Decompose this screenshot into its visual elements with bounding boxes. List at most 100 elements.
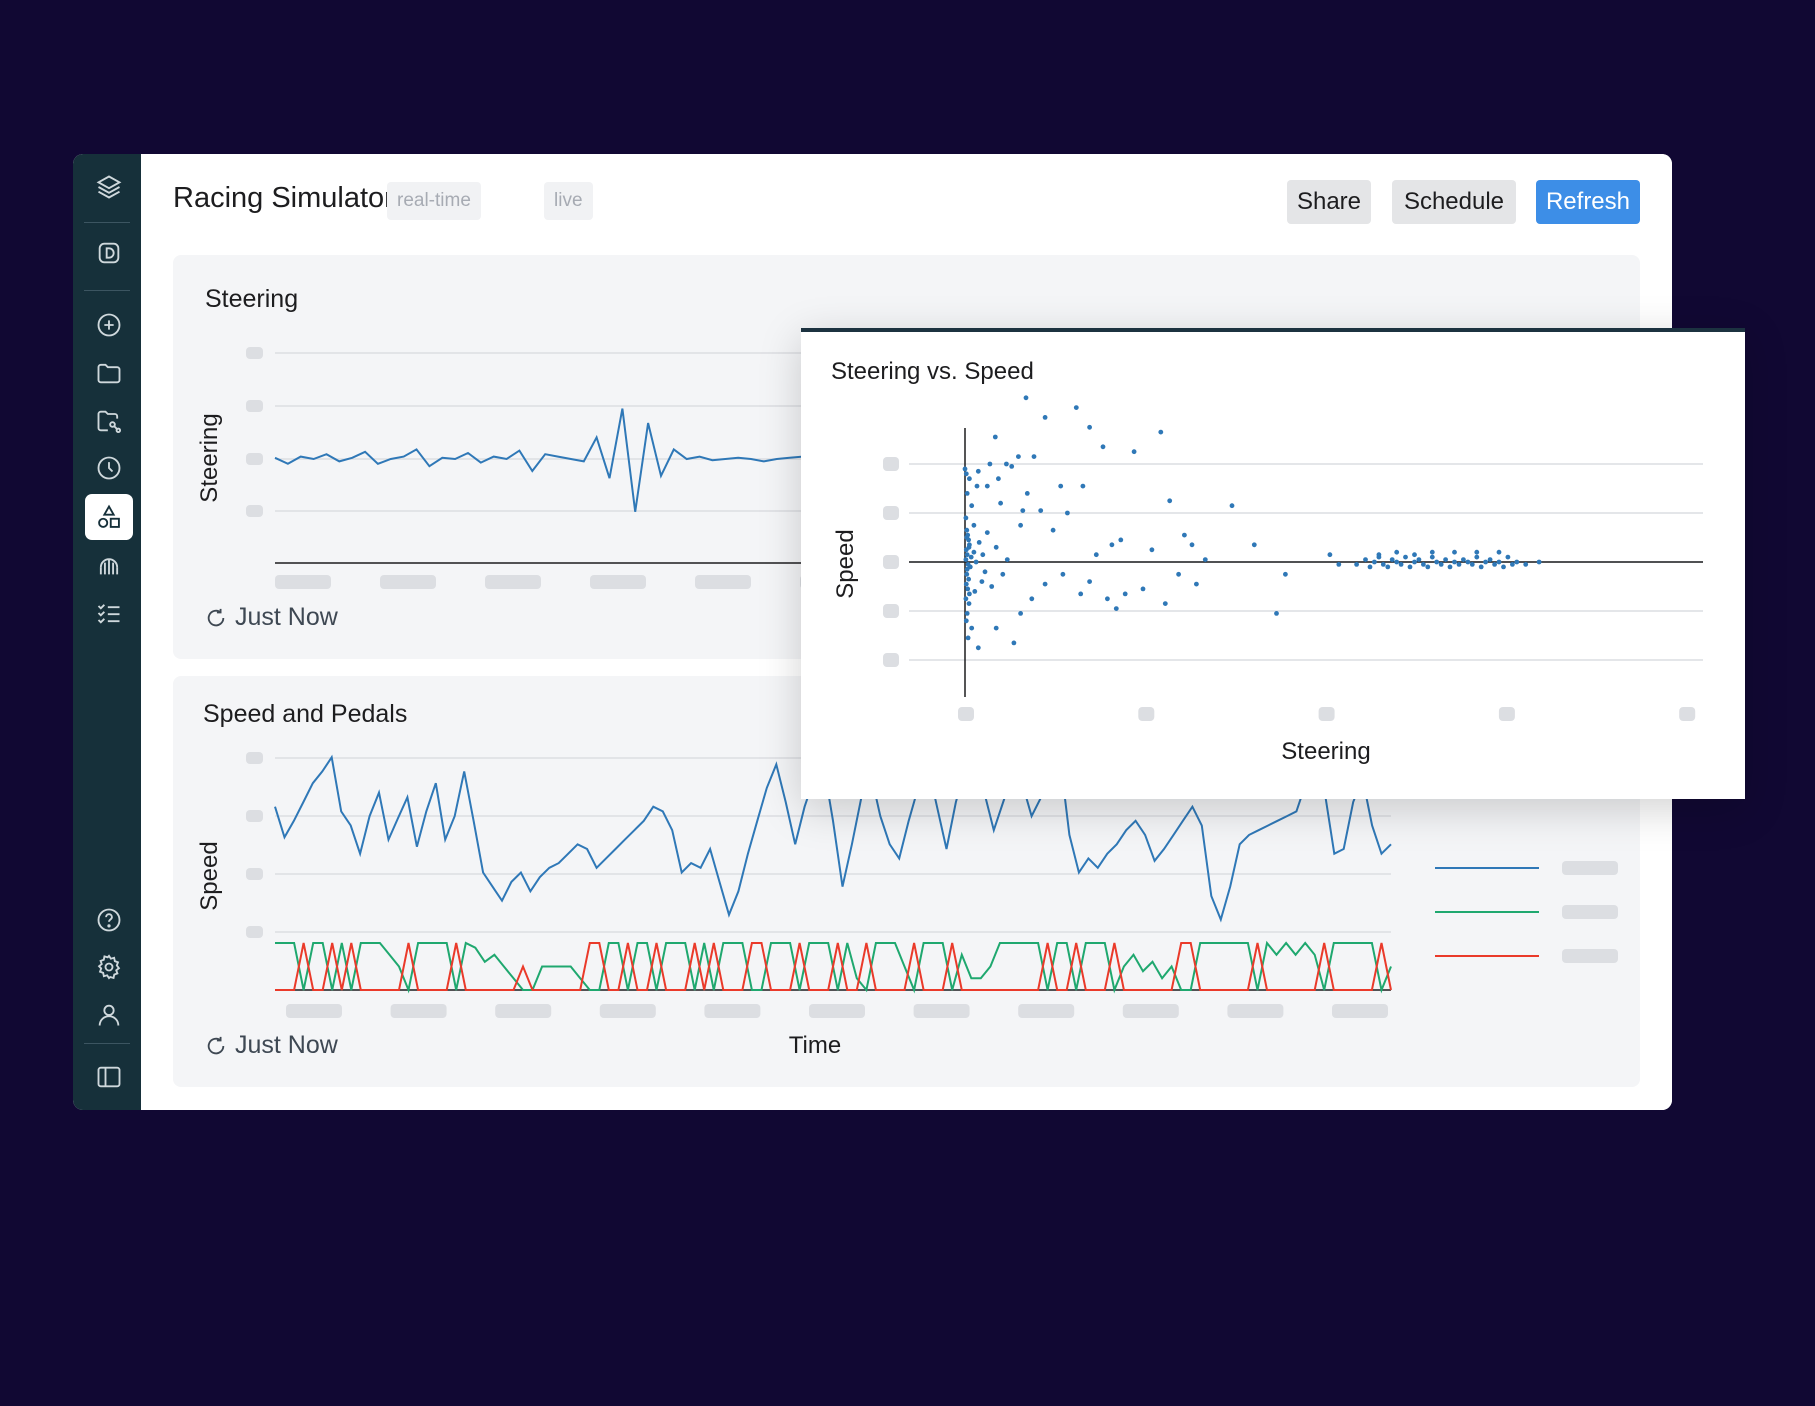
plus-circle-icon[interactable] bbox=[85, 302, 133, 348]
steering-y-tick bbox=[246, 347, 263, 359]
scatter-point bbox=[1093, 552, 1099, 558]
speed-x-tick bbox=[1332, 1004, 1388, 1018]
scatter-point bbox=[1483, 559, 1488, 565]
scatter-point bbox=[967, 591, 972, 597]
scatter-point bbox=[963, 596, 969, 602]
scatter-point bbox=[979, 579, 985, 584]
scatter-y-axis-label: Speed bbox=[832, 529, 859, 598]
scatter-point bbox=[965, 586, 971, 592]
refresh-icon bbox=[207, 1036, 225, 1054]
scatter-point bbox=[1510, 562, 1515, 567]
clock-icon[interactable] bbox=[85, 445, 133, 491]
scatter-point bbox=[963, 471, 969, 477]
scatter-point bbox=[1018, 522, 1023, 528]
scatter-point bbox=[1461, 557, 1466, 562]
scatter-point bbox=[969, 503, 975, 509]
scatter-point bbox=[1105, 596, 1110, 602]
scatter-y-tick bbox=[883, 555, 899, 569]
scatter-point bbox=[964, 491, 970, 496]
scatter-point bbox=[973, 559, 979, 565]
scatter-point bbox=[993, 544, 999, 550]
scatter-point bbox=[1058, 483, 1064, 489]
scatter-point bbox=[964, 611, 970, 616]
steering-x-tick bbox=[695, 575, 751, 589]
scatter-point bbox=[965, 635, 971, 641]
help-icon[interactable] bbox=[85, 897, 133, 943]
scatter-point bbox=[1042, 415, 1048, 420]
scatter-point bbox=[1421, 562, 1426, 567]
steering-y-tick bbox=[246, 453, 263, 465]
scatter-point bbox=[1065, 510, 1070, 516]
scatter-point bbox=[1425, 564, 1431, 570]
refresh-button[interactable]: Refresh bbox=[1536, 180, 1640, 224]
speed-x-tick bbox=[1227, 1004, 1284, 1018]
legend-label-placeholder bbox=[1562, 861, 1618, 875]
speed-x-tick bbox=[1018, 1004, 1075, 1018]
scatter-point bbox=[1354, 562, 1359, 567]
scatter-point bbox=[972, 589, 978, 594]
sidebar-toggle-icon[interactable] bbox=[85, 1054, 133, 1100]
folder-icon[interactable] bbox=[85, 350, 133, 396]
scatter-point bbox=[1009, 464, 1015, 469]
scatter-point bbox=[1194, 581, 1199, 587]
speed-x-tick bbox=[704, 1004, 761, 1018]
scatter-point bbox=[971, 522, 977, 528]
layers-icon[interactable] bbox=[85, 164, 133, 210]
hierarchy-icon[interactable] bbox=[85, 542, 133, 588]
scatter-point bbox=[1080, 483, 1086, 489]
schedule-button[interactable]: Schedule bbox=[1392, 180, 1516, 224]
scatter-point bbox=[1024, 491, 1030, 496]
scatter-y-tick bbox=[883, 653, 899, 667]
scatter-point bbox=[964, 535, 970, 540]
scatter-point bbox=[1087, 424, 1092, 430]
speed-refresh-status[interactable]: Just Now bbox=[205, 1031, 338, 1060]
scatter-point bbox=[1380, 562, 1386, 567]
scatter-point bbox=[1158, 429, 1164, 435]
scatter-y-tick bbox=[883, 604, 899, 618]
user-icon[interactable] bbox=[85, 992, 133, 1038]
scatter-point bbox=[1162, 601, 1168, 606]
refresh-icon bbox=[207, 608, 225, 626]
brake-series-line bbox=[275, 942, 1392, 991]
scatter-point bbox=[976, 540, 982, 545]
scatter-point bbox=[1496, 559, 1502, 565]
scatter-point bbox=[1372, 559, 1377, 565]
share-button[interactable]: Share bbox=[1287, 180, 1371, 224]
scatter-point bbox=[975, 468, 981, 474]
gear-icon[interactable] bbox=[85, 944, 133, 990]
folder-share-icon[interactable] bbox=[85, 398, 133, 444]
scatter-point bbox=[982, 569, 988, 575]
scatter-point bbox=[968, 554, 974, 560]
sidebar bbox=[73, 154, 141, 1110]
scatter-point bbox=[1363, 557, 1368, 562]
steering-refresh-status[interactable]: Just Now bbox=[205, 603, 338, 632]
scatter-point bbox=[964, 552, 970, 558]
scatter-point bbox=[1407, 564, 1413, 570]
speed-x-tick bbox=[495, 1004, 552, 1018]
scatter-point bbox=[993, 625, 999, 631]
scatter-point bbox=[1031, 454, 1037, 459]
speed-y-tick bbox=[246, 752, 263, 764]
steering-x-tick bbox=[485, 575, 541, 589]
steering-card-title: Steering bbox=[205, 285, 299, 313]
scatter-point bbox=[1140, 586, 1146, 592]
scatter-point bbox=[964, 527, 970, 533]
checklist-icon[interactable] bbox=[85, 590, 133, 636]
scatter-card: Steering vs. Speed Steering Speed bbox=[801, 328, 1745, 799]
page-title: Racing Simulator bbox=[173, 182, 394, 214]
scatter-point bbox=[1536, 559, 1542, 565]
scatter-point bbox=[1189, 542, 1195, 548]
speed-refresh-label: Just Now bbox=[235, 1031, 338, 1059]
tag-realtime: real-time bbox=[387, 182, 481, 220]
scatter-point bbox=[1078, 591, 1084, 597]
shapes-icon[interactable] bbox=[85, 494, 133, 540]
scatter-point bbox=[1505, 554, 1511, 560]
scatter-point bbox=[1501, 564, 1506, 570]
workspace-d-icon[interactable] bbox=[85, 230, 133, 276]
scatter-point bbox=[1087, 579, 1092, 584]
scatter-point bbox=[1514, 559, 1520, 565]
steering-y-tick bbox=[246, 505, 263, 517]
scatter-point bbox=[1149, 547, 1155, 553]
scatter-point bbox=[1023, 395, 1029, 401]
scatter-point bbox=[967, 476, 972, 482]
